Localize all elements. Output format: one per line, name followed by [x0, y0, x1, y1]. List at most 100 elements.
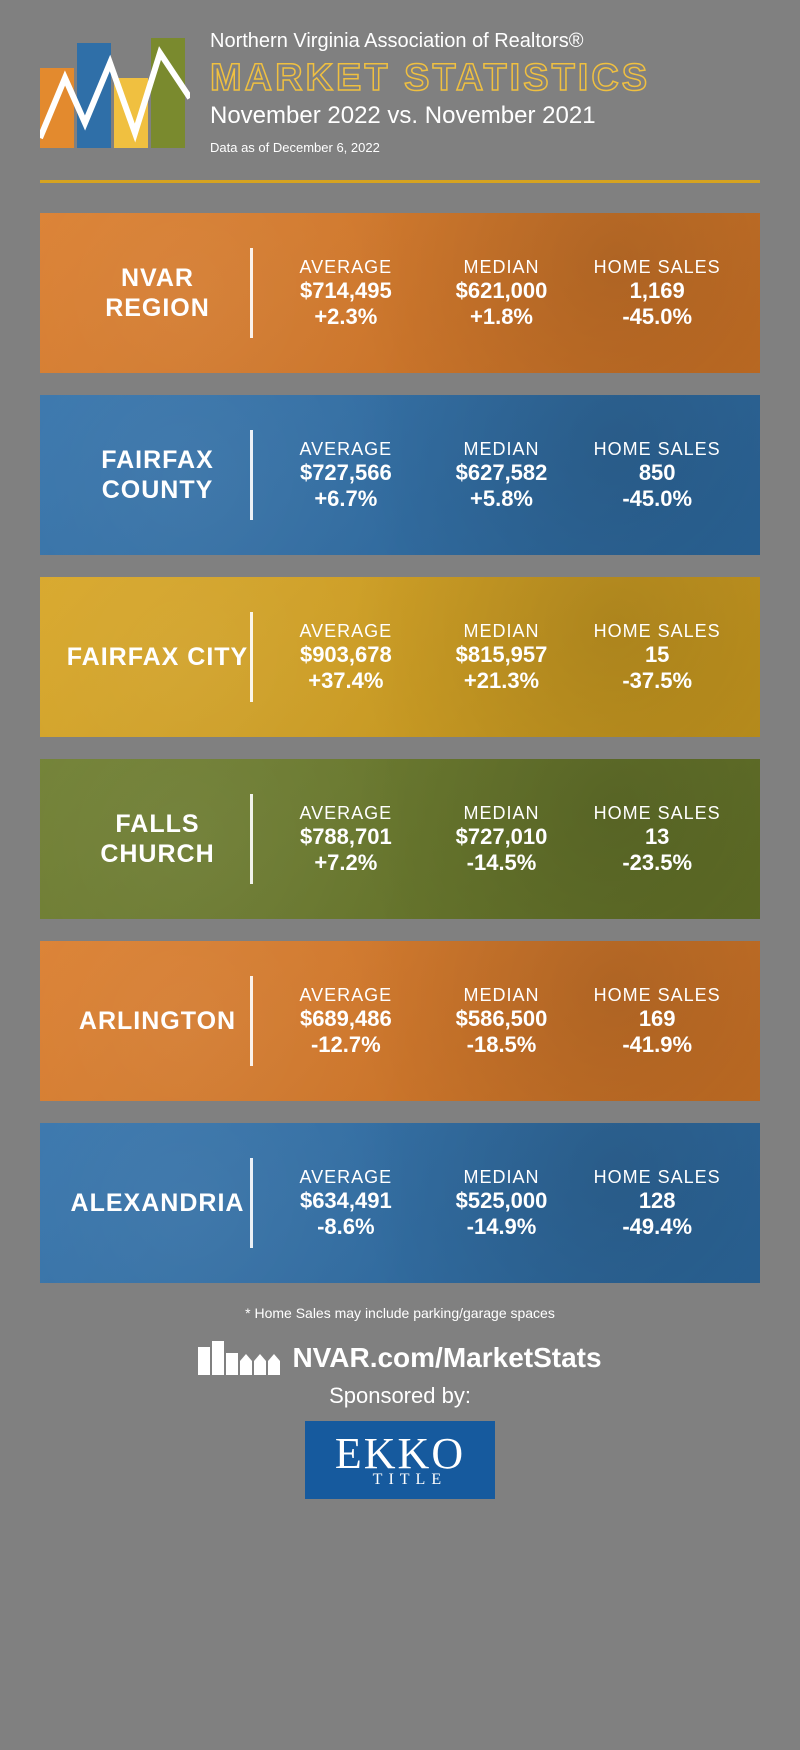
region-name: NVAR REGION	[65, 263, 250, 323]
stat-label: HOME SALES	[579, 985, 735, 1006]
stat-label: HOME SALES	[579, 257, 735, 278]
stat-average: AVERAGE$714,495+2.3%	[268, 257, 424, 330]
stat-label: MEDIAN	[424, 621, 580, 642]
stat-value: $627,582	[424, 460, 580, 486]
subtitle: November 2022 vs. November 2021	[210, 102, 760, 130]
stat-change: +6.7%	[268, 486, 424, 512]
stat-label: AVERAGE	[268, 1167, 424, 1188]
stat-value: $525,000	[424, 1188, 580, 1214]
stat-label: HOME SALES	[579, 439, 735, 460]
stat-label: AVERAGE	[268, 621, 424, 642]
stat-change: -45.0%	[579, 304, 735, 330]
stat-label: MEDIAN	[424, 439, 580, 460]
stat-label: MEDIAN	[424, 1167, 580, 1188]
region-card: FAIRFAX COUNTYAVERAGE$727,566+6.7%MEDIAN…	[40, 395, 760, 555]
region-card: FAIRFAX CITY AVERAGE$903,678+37.4%MEDIAN$…	[40, 577, 760, 737]
stat-value: 13	[579, 824, 735, 850]
org-name: Northern Virginia Association of Realtor…	[210, 30, 760, 53]
stat-value: 1,169	[579, 278, 735, 304]
stat-home-sales: HOME SALES128-49.4%	[579, 1167, 735, 1240]
region-name: FAIRFAX CITY	[65, 642, 250, 672]
stat-label: AVERAGE	[268, 803, 424, 824]
data-date: Data as of December 6, 2022	[210, 140, 760, 155]
stat-label: AVERAGE	[268, 257, 424, 278]
stat-change: -37.5%	[579, 668, 735, 694]
stat-value: $727,566	[268, 460, 424, 486]
stats-row: AVERAGE$903,678+37.4%MEDIAN$815,957+21.3…	[268, 621, 735, 694]
stat-home-sales: HOME SALES850-45.0%	[579, 439, 735, 512]
stats-row: AVERAGE$714,495+2.3%MEDIAN$621,000+1.8%H…	[268, 257, 735, 330]
stat-value: 15	[579, 642, 735, 668]
stat-average: AVERAGE$634,491-8.6%	[268, 1167, 424, 1240]
stat-change: -12.7%	[268, 1032, 424, 1058]
stats-row: AVERAGE$634,491-8.6%MEDIAN$525,000-14.9%…	[268, 1167, 735, 1240]
stat-value: 850	[579, 460, 735, 486]
stat-value: $714,495	[268, 278, 424, 304]
stat-label: HOME SALES	[579, 1167, 735, 1188]
stat-median: MEDIAN$727,010-14.5%	[424, 803, 580, 876]
stat-value: $727,010	[424, 824, 580, 850]
stat-average: AVERAGE$727,566+6.7%	[268, 439, 424, 512]
stat-change: +2.3%	[268, 304, 424, 330]
header: Northern Virginia Association of Realtor…	[0, 0, 800, 170]
stat-median: MEDIAN$815,957+21.3%	[424, 621, 580, 694]
stat-median: MEDIAN$627,582+5.8%	[424, 439, 580, 512]
stat-change: -41.9%	[579, 1032, 735, 1058]
stat-change: +37.4%	[268, 668, 424, 694]
stat-value: $788,701	[268, 824, 424, 850]
stats-row: AVERAGE$689,486-12.7%MEDIAN$586,500-18.5…	[268, 985, 735, 1058]
stat-home-sales: HOME SALES169-41.9%	[579, 985, 735, 1058]
stat-median: MEDIAN$621,000+1.8%	[424, 257, 580, 330]
region-name: FAIRFAX COUNTY	[65, 445, 250, 505]
stat-label: MEDIAN	[424, 803, 580, 824]
region-card: NVAR REGION AVERAGE$714,495+2.3%MEDIAN$62…	[40, 213, 760, 373]
stat-change: -8.6%	[268, 1214, 424, 1240]
sponsored-label: Sponsored by:	[0, 1383, 800, 1409]
stat-median: MEDIAN$525,000-14.9%	[424, 1167, 580, 1240]
vertical-divider	[250, 976, 253, 1066]
stat-average: AVERAGE$689,486-12.7%	[268, 985, 424, 1058]
stat-label: HOME SALES	[579, 621, 735, 642]
stat-label: HOME SALES	[579, 803, 735, 824]
stat-home-sales: HOME SALES15-37.5%	[579, 621, 735, 694]
region-card: FALLS CHURCHAVERAGE$788,701+7.2%MEDIAN$7…	[40, 759, 760, 919]
header-text-block: Northern Virginia Association of Realtor…	[210, 30, 760, 155]
region-name: ARLINGTON	[65, 1006, 250, 1036]
region-name: FALLS CHURCH	[65, 809, 250, 869]
vertical-divider	[250, 430, 253, 520]
stat-change: -14.5%	[424, 850, 580, 876]
stats-row: AVERAGE$727,566+6.7%MEDIAN$627,582+5.8%H…	[268, 439, 735, 512]
region-card: ALEXANDRIAAVERAGE$634,491-8.6%MEDIAN$525…	[40, 1123, 760, 1283]
stat-value: $903,678	[268, 642, 424, 668]
stat-change: -49.4%	[579, 1214, 735, 1240]
page-title: MARKET STATISTICS	[210, 57, 760, 100]
stat-change: +21.3%	[424, 668, 580, 694]
stat-home-sales: HOME SALES1,169-45.0%	[579, 257, 735, 330]
stat-change: -18.5%	[424, 1032, 580, 1058]
stat-change: -23.5%	[579, 850, 735, 876]
stat-average: AVERAGE$903,678+37.4%	[268, 621, 424, 694]
stat-value: $634,491	[268, 1188, 424, 1214]
regions-list: NVAR REGIONAVERAGE$714,495+2.3%MEDIAN$62…	[0, 213, 800, 1283]
stat-value: 128	[579, 1188, 735, 1214]
sponsor-name: EKKO	[335, 1436, 465, 1471]
footnote: * Home Sales may include parking/garage …	[0, 1305, 800, 1321]
stat-change: +1.8%	[424, 304, 580, 330]
houses-icon	[198, 1341, 280, 1375]
vertical-divider	[250, 794, 253, 884]
vertical-divider	[250, 248, 253, 338]
stat-value: $586,500	[424, 1006, 580, 1032]
footer: NVAR.com/MarketStats Sponsored by: EKKO …	[0, 1341, 800, 1539]
vertical-divider	[250, 612, 253, 702]
stat-label: MEDIAN	[424, 985, 580, 1006]
footer-link-text: NVAR.com/MarketStats	[292, 1342, 601, 1374]
vertical-divider	[250, 1158, 253, 1248]
stat-value: 169	[579, 1006, 735, 1032]
stat-label: AVERAGE	[268, 985, 424, 1006]
footer-link[interactable]: NVAR.com/MarketStats	[0, 1341, 800, 1375]
stat-median: MEDIAN$586,500-18.5%	[424, 985, 580, 1058]
region-name: ALEXANDRIA	[65, 1188, 250, 1218]
stat-change: -14.9%	[424, 1214, 580, 1240]
stat-label: AVERAGE	[268, 439, 424, 460]
stat-change: +5.8%	[424, 486, 580, 512]
